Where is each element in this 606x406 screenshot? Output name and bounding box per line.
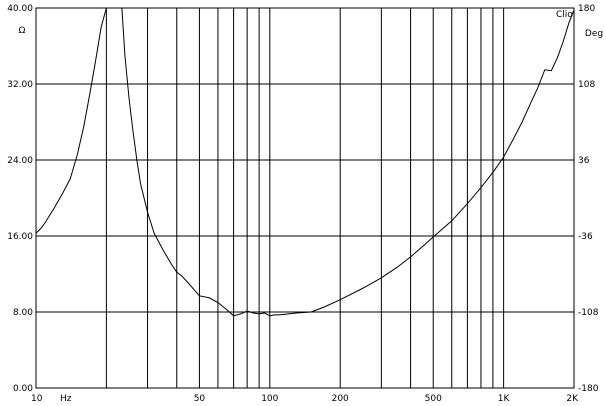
y-left-tick-label: 32.00 [7,80,33,90]
y-right-tick-label: -108 [578,308,599,318]
impedance-curve [35,7,575,317]
series-group [35,7,575,317]
brand-label: Clio [556,10,573,20]
y-left-tick-label: 40.00 [7,4,33,14]
y-axis-right-labels: -180 -108 -36 36 108 180 [578,4,599,394]
y-left-unit-label: Ω [19,26,26,36]
x-tick-label: 100 [261,394,278,404]
y-right-tick-label: 36 [578,156,590,166]
x-tick-label: 50 [194,394,206,404]
x-tick-label: 2K [566,394,579,404]
y-left-tick-label: 0.00 [13,384,33,394]
y-right-tick-label: 180 [578,4,595,14]
y-right-tick-label: 108 [578,80,595,90]
y-right-tick-label: -180 [578,384,599,394]
y-axis-left-labels: 0.00 8.00 16.00 24.00 32.00 40.00 [7,4,33,394]
x-axis-unit-label: Hz [60,394,72,404]
y-left-tick-label: 8.00 [13,308,33,318]
y-left-tick-label: 16.00 [7,232,33,242]
plot-background [35,7,575,389]
x-tick-label: 1K [498,394,511,404]
x-tick-label: 500 [425,394,442,404]
x-tick-label: 200 [332,394,349,404]
x-tick-label: 10 [31,394,43,404]
y-right-tick-label: -36 [578,232,593,242]
y-right-unit-label: Deg [585,29,603,39]
y-left-tick-label: 24.00 [7,156,33,166]
x-axis-labels: 10 50 100 200 500 1K 2K [31,394,579,404]
